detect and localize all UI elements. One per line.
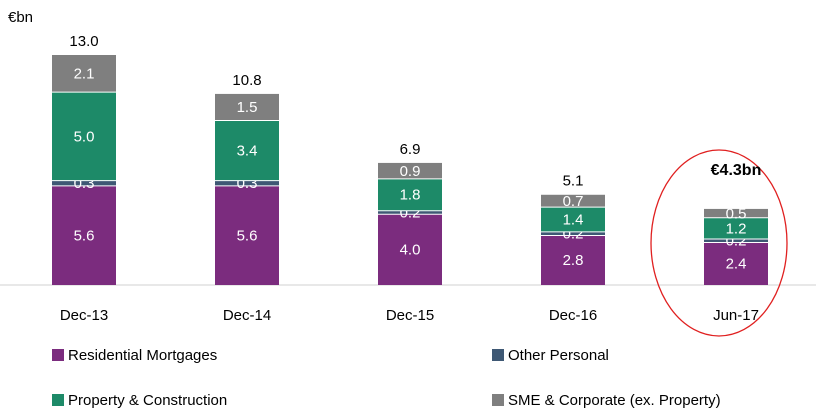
bar-segment: [378, 214, 442, 285]
segment-label: 4.0: [400, 242, 421, 259]
total-label: 10.8: [232, 72, 261, 89]
legend-swatch: [492, 349, 504, 361]
segment-label: 3.4: [237, 143, 258, 160]
bar-segment: [541, 235, 605, 285]
unit-label: €bn: [8, 9, 33, 26]
bar-segment: [541, 207, 605, 232]
legend-label: Residential Mortgages: [68, 347, 217, 364]
segment-label: 1.4: [563, 212, 584, 229]
bar-segment: [704, 217, 768, 239]
x-tick-label: Dec-16: [549, 307, 597, 324]
segment-label: 0.5: [726, 205, 747, 222]
x-tick-label: Jun-17: [713, 307, 759, 324]
segment-label: 1.5: [237, 99, 258, 116]
bar-segment: [215, 93, 279, 121]
bar-segment: [541, 194, 605, 208]
segment-label: 2.8: [563, 252, 584, 269]
segment-label: 1.2: [726, 220, 747, 237]
x-tick-label: Dec-15: [386, 307, 434, 324]
highlight-ellipse: [650, 149, 788, 337]
total-label: €4.3bn: [711, 162, 762, 179]
bar-segment: [704, 239, 768, 243]
legend-swatch: [492, 394, 504, 406]
legend-swatch: [52, 349, 64, 361]
bar-segment: [704, 208, 768, 218]
total-label: 5.1: [563, 173, 584, 190]
x-tick-label: Dec-13: [60, 307, 108, 324]
bar-segment: [52, 185, 116, 285]
legend-label: SME & Corporate (ex. Property): [508, 392, 721, 409]
segment-label: 2.1: [74, 66, 95, 83]
segment-label: 5.0: [74, 128, 95, 145]
bar-segment: [52, 55, 116, 93]
bar-segment: [378, 210, 442, 215]
segment-label: 5.6: [74, 227, 95, 244]
bar-segment: [541, 231, 605, 236]
segment-label: 5.6: [237, 227, 258, 244]
legend-swatch: [52, 394, 64, 406]
bar-segment: [52, 92, 116, 181]
total-label: 6.9: [400, 141, 421, 158]
segment-label: 1.8: [400, 187, 421, 204]
bar-segment: [215, 185, 279, 285]
bar-segment: [378, 162, 442, 179]
segment-label: 2.4: [726, 256, 747, 273]
bar-segment: [215, 120, 279, 181]
total-label: 13.0: [69, 33, 98, 50]
x-tick-label: Dec-14: [223, 307, 271, 324]
legend-label: Other Personal: [508, 347, 609, 364]
segment-label: 0.7: [563, 193, 584, 210]
bar-segment: [215, 180, 279, 186]
bar-segment: [378, 178, 442, 211]
bar-segment: [704, 242, 768, 285]
segment-label: 0.9: [400, 163, 421, 180]
legend-label: Property & Construction: [68, 392, 227, 409]
bar-segment: [52, 180, 116, 186]
